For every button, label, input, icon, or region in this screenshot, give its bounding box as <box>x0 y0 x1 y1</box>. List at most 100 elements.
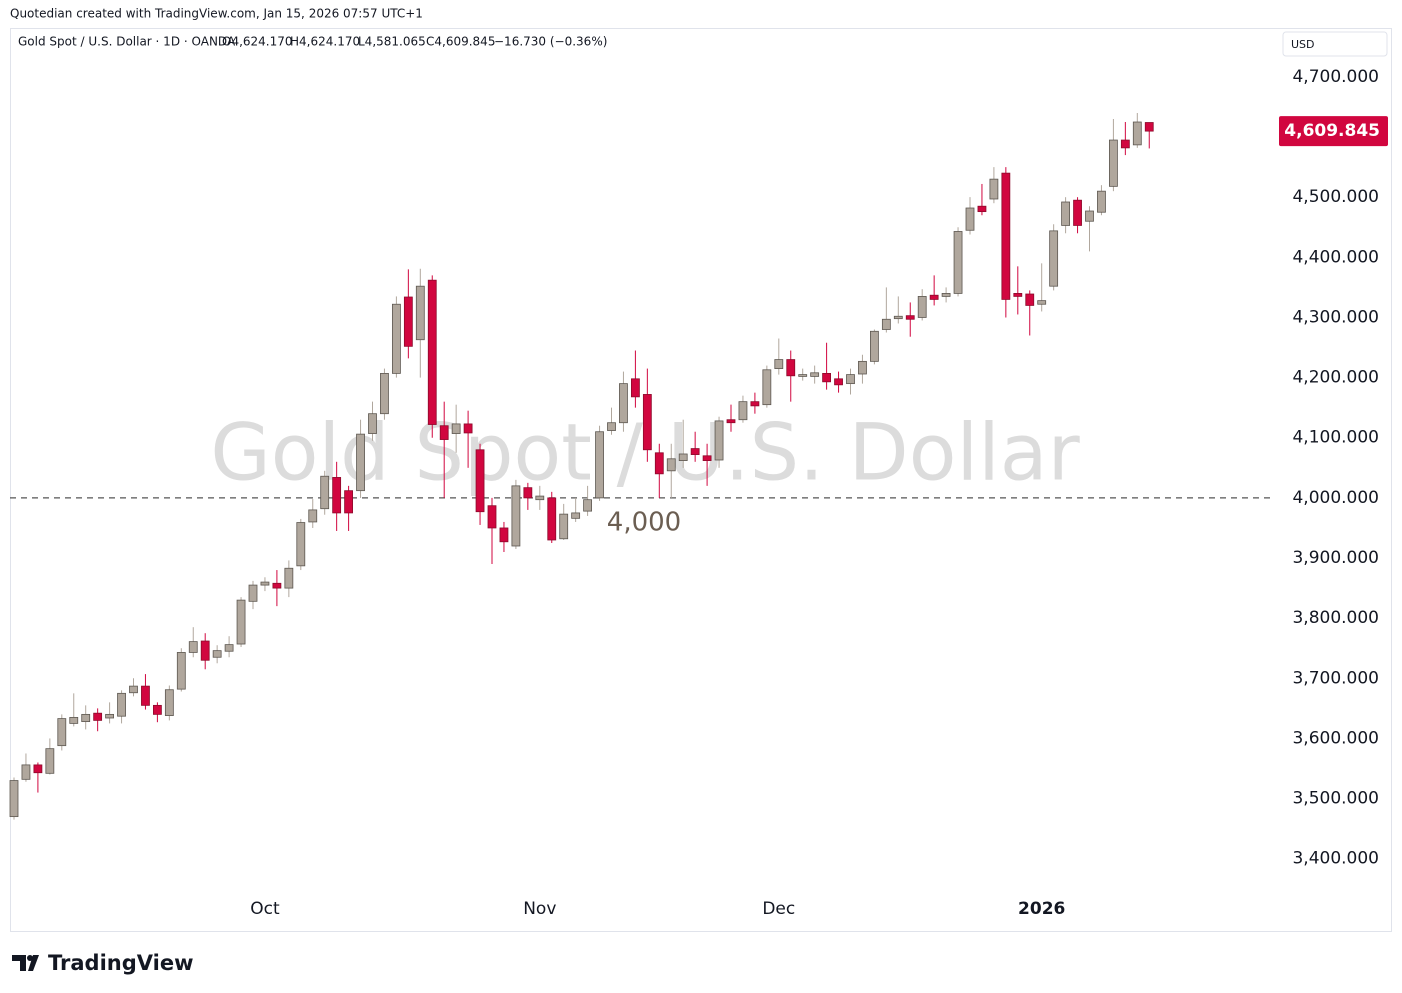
candle-body <box>654 452 664 475</box>
candle-body <box>523 487 533 499</box>
candle-body <box>870 330 879 362</box>
candle-body <box>631 378 640 398</box>
candle-body <box>953 231 963 294</box>
candle-body <box>511 485 521 547</box>
candle-body <box>929 294 939 300</box>
candle-body <box>117 692 126 717</box>
candle-body <box>260 581 270 586</box>
candle-body <box>391 303 401 374</box>
chart-frame <box>10 28 1392 932</box>
currency-button[interactable] <box>1282 31 1388 57</box>
candle-body <box>344 490 354 514</box>
y-tick-label: 3,600.000 <box>1292 728 1379 748</box>
candle-body <box>1013 293 1023 297</box>
candle-body <box>284 567 294 589</box>
candle-body <box>559 513 569 540</box>
candle-body <box>786 359 796 377</box>
candle-body <box>678 453 688 461</box>
y-tick-label: 4,700.000 <box>1292 67 1379 87</box>
last-price-tag <box>1279 116 1388 147</box>
candle-body <box>188 641 198 653</box>
candle-body <box>977 205 987 213</box>
y-tick-label: 3,400.000 <box>1292 849 1379 869</box>
candle-body <box>858 360 867 375</box>
candle-body <box>129 685 138 694</box>
ohlc-value: H4,624.170 <box>290 35 360 49</box>
candle-body <box>774 359 784 369</box>
candle-body <box>702 455 712 461</box>
candle-body <box>1109 139 1118 187</box>
ohlc-value: −16.730 (−0.36%) <box>494 35 607 49</box>
candle-body <box>105 713 114 719</box>
candle-body <box>9 780 19 818</box>
y-tick-label: 4,500.000 <box>1292 187 1379 207</box>
candle-body <box>1085 210 1094 222</box>
candle-body <box>332 477 342 514</box>
candle-body <box>846 374 855 385</box>
candle-body <box>941 293 951 297</box>
credit: Quotedian created with TradingView.com, … <box>10 7 423 21</box>
candle-body <box>619 383 628 424</box>
y-tick-label: 4,400.000 <box>1292 247 1379 267</box>
candle-body <box>415 285 425 341</box>
candle-body <box>1061 201 1070 226</box>
candle-body <box>200 640 210 661</box>
candle-body <box>93 712 103 721</box>
candle-body <box>69 716 79 724</box>
y-tick-label: 3,500.000 <box>1292 789 1379 809</box>
y-tick-label: 3,900.000 <box>1292 548 1379 568</box>
candle-body <box>1049 230 1059 287</box>
candle-body <box>905 315 915 320</box>
candle-body <box>810 372 820 377</box>
candle-body <box>427 279 437 425</box>
y-tick-label: 4,000.000 <box>1292 488 1379 508</box>
candle-body <box>463 423 473 434</box>
candle-body <box>642 394 652 451</box>
candle-body <box>451 423 461 434</box>
candle-body <box>666 458 676 472</box>
candle-body <box>750 401 760 407</box>
candle-body <box>535 495 545 501</box>
candle-body <box>965 207 975 231</box>
candle-body <box>81 713 91 723</box>
candle-body <box>487 505 497 529</box>
candle-body <box>583 499 592 512</box>
candle-body <box>403 296 413 347</box>
ohlc-value: O4,624.170 <box>222 35 293 49</box>
brand-logo <box>12 955 39 971</box>
candle-body <box>738 401 748 421</box>
candle-body <box>595 431 604 499</box>
candle-body <box>1132 121 1142 146</box>
candle-body <box>272 582 282 589</box>
candle-body <box>141 685 150 706</box>
candle-body <box>1144 122 1154 132</box>
currency-label[interactable]: USD <box>1291 38 1315 51</box>
candle-body <box>248 584 258 602</box>
candle-body <box>439 425 449 440</box>
symbol-title: Gold Spot / U.S. Dollar · 1D · OANDA <box>18 35 236 49</box>
candle-body <box>1097 190 1106 213</box>
candle-body <box>212 650 222 658</box>
candle-body <box>762 369 772 406</box>
candle-body <box>917 296 927 318</box>
candle-body <box>989 178 999 200</box>
x-tick-label: Oct <box>250 899 280 919</box>
candle-body <box>475 449 485 513</box>
x-tick-label: Dec <box>762 899 795 919</box>
candle-body <box>236 599 246 645</box>
candle-body <box>1120 139 1130 149</box>
logo-icon <box>12 955 39 971</box>
brand: TradingView <box>48 951 193 975</box>
candle-body <box>368 413 377 434</box>
candle-body <box>714 420 724 461</box>
candle-body <box>822 372 831 383</box>
candle-body <box>571 512 581 519</box>
candle-body <box>164 689 174 716</box>
candle-body <box>57 718 67 747</box>
candle-body <box>176 652 186 690</box>
candle-body <box>1001 172 1011 300</box>
horizontal-line-label: 4,000 <box>607 507 681 537</box>
candle-body <box>224 644 234 652</box>
y-tick-label: 3,800.000 <box>1292 608 1379 628</box>
